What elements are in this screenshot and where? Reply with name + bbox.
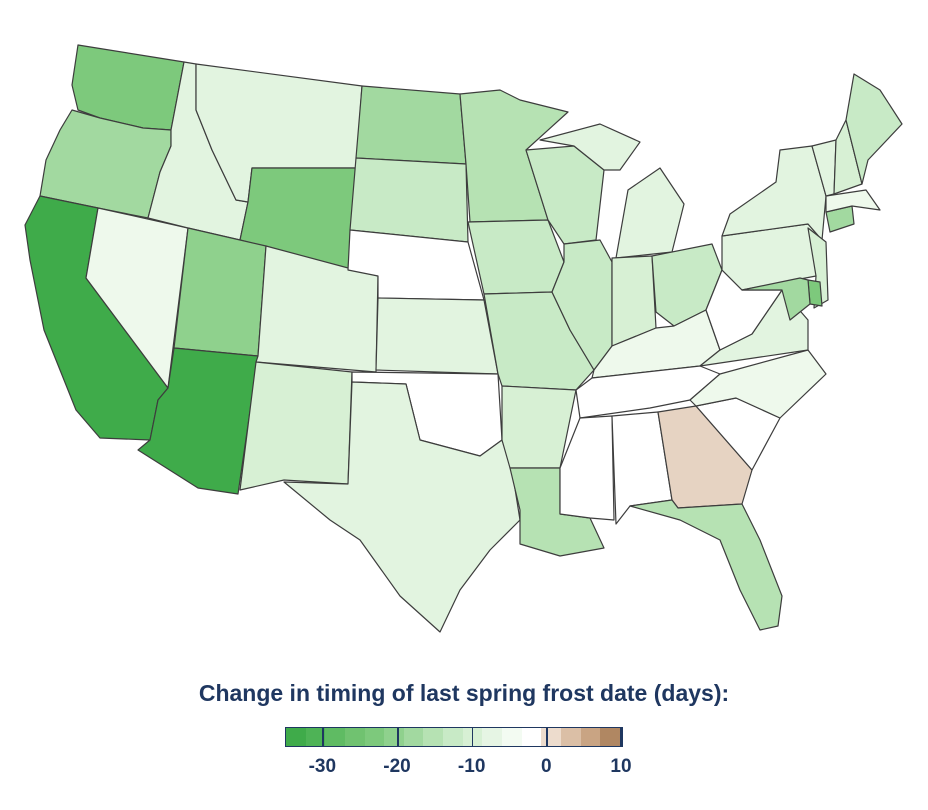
legend-tick-mark — [471, 727, 474, 747]
legend-tick-mark — [546, 727, 548, 747]
legend-swatch — [482, 728, 503, 746]
state-NM — [239, 361, 353, 491]
legend-swatch — [403, 728, 424, 746]
legend-swatch — [325, 728, 345, 746]
state-MD — [741, 277, 811, 321]
legend-swatch — [560, 728, 581, 746]
state-MI — [539, 123, 685, 259]
state-IA — [467, 219, 565, 295]
legend-swatch — [580, 728, 601, 746]
state-ME — [845, 73, 903, 185]
state-MA — [825, 189, 881, 213]
legend-tick-mark — [322, 727, 324, 747]
state-NY — [721, 145, 827, 241]
legend-swatch — [286, 728, 306, 746]
us-state-map — [24, 44, 903, 633]
legend-tick-label: 0 — [541, 756, 552, 777]
state-KS — [375, 297, 499, 375]
legend-tick-mark — [397, 727, 399, 747]
state-TX — [283, 381, 521, 633]
legend-tick-label: -30 — [308, 756, 337, 777]
legend-swatch — [600, 728, 620, 746]
state-NC — [689, 349, 827, 419]
state-UT — [173, 227, 267, 357]
legend-tick-mark — [621, 727, 623, 747]
color-scale-bar — [285, 727, 621, 747]
legend-title: Change in timing of last spring frost da… — [198, 680, 730, 706]
legend-swatch — [305, 728, 326, 746]
states — [24, 44, 903, 633]
state-SD — [349, 157, 469, 243]
state-FL — [629, 499, 783, 631]
legend-swatch — [344, 728, 365, 746]
state-TN — [575, 365, 721, 419]
state-ND — [355, 85, 467, 165]
legend-swatch — [384, 728, 404, 746]
state-MS — [559, 415, 615, 521]
legend-tick-label: 10 — [610, 756, 632, 777]
legend-swatch — [521, 728, 542, 746]
legend-swatch — [423, 728, 444, 746]
legend-swatch — [541, 728, 561, 746]
legend-swatch — [364, 728, 385, 746]
legend-tick-label: -10 — [457, 756, 486, 777]
legend-swatch — [443, 728, 463, 746]
legend-tick-label: -20 — [383, 756, 411, 777]
legend-swatch — [502, 728, 522, 746]
